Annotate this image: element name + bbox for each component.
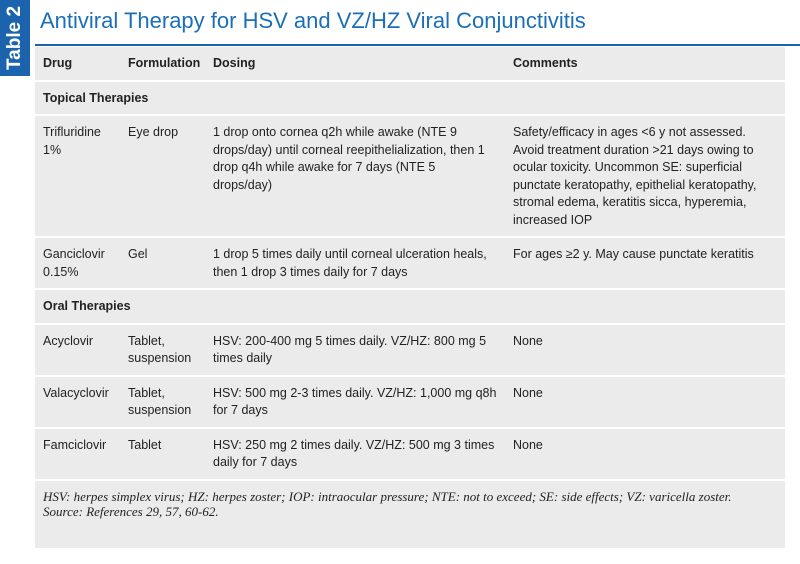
table-label-box: Table 2 bbox=[0, 0, 30, 76]
table-cell: 1 drop onto cornea q2h while awake (NTE … bbox=[205, 115, 505, 238]
table-cell: 1 drop 5 times daily until corneal ulcer… bbox=[205, 237, 505, 290]
table-cell: None bbox=[505, 427, 785, 481]
table-panel: Drug Formulation Dosing Comments Topical The… bbox=[35, 47, 785, 548]
title: Antiviral Therapy for HSV and VZ/HZ Vira… bbox=[40, 8, 586, 33]
section-row: Topical Therapies bbox=[35, 80, 785, 116]
table-row: Famciclovir Tablet HSV: 250 mg 2 times dai… bbox=[35, 427, 785, 481]
table-cell: Famciclovir bbox=[35, 427, 120, 481]
table-cell: Tablet, suspension bbox=[120, 323, 205, 377]
header-row: Drug Formulation Dosing Comments bbox=[35, 47, 785, 82]
table-cell: Tablet, suspension bbox=[120, 375, 205, 429]
table-cell: Eye drop bbox=[120, 115, 205, 238]
footnote-line: Source: References 29, 57, 60-62. bbox=[43, 503, 219, 519]
table-cell: Valacyclovir bbox=[35, 375, 120, 429]
table-cell: HSV: 500 mg 2-3 times daily. VZ/HZ: 1,00… bbox=[205, 375, 505, 429]
table-cell: None bbox=[505, 375, 785, 429]
footnote: HSV: herpes simplex virus; HZ: herpes zo… bbox=[35, 481, 785, 527]
table-cell: Tablet bbox=[120, 427, 205, 481]
title-rule bbox=[35, 44, 800, 46]
table-cell: Trifluridine 1% bbox=[35, 115, 120, 238]
table-cell: HSV: 200-400 mg 5 times daily. VZ/HZ: 80… bbox=[205, 323, 505, 377]
table-row: Acyclovir Tablet, suspension HSV: 200-400 … bbox=[35, 323, 785, 377]
column-header: Dosing bbox=[205, 47, 505, 82]
table-cell: Acyclovir bbox=[35, 323, 120, 377]
column-header: Drug bbox=[35, 47, 120, 82]
table-label: Table 2 bbox=[4, 5, 25, 71]
section-title: Oral Therapies bbox=[35, 289, 785, 325]
table-cell: Safety/efficacy in ages <6 y not assesse… bbox=[505, 115, 785, 238]
table-row: Ganciclovir 0.15% Gel 1 drop 5 times daily… bbox=[35, 237, 785, 290]
column-header: Formulation bbox=[120, 47, 205, 82]
table: Drug Formulation Dosing Comments Topical The… bbox=[35, 47, 785, 481]
table-cell: None bbox=[505, 323, 785, 377]
footnote-line: HSV: herpes simplex virus; HZ: herpes zo… bbox=[43, 488, 732, 504]
section-row: Oral Therapies bbox=[35, 289, 785, 325]
table-cell: HSV: 250 mg 2 times daily. VZ/HZ: 500 mg… bbox=[205, 427, 505, 481]
table-row: Valacyclovir Tablet, suspension HSV: 500 m… bbox=[35, 375, 785, 429]
table-body: Drug Formulation Dosing Comments Topical The… bbox=[35, 47, 785, 481]
table-row: Trifluridine 1% Eye drop 1 drop onto corne… bbox=[35, 115, 785, 238]
table-cell: For ages ≥2 y. May cause punctate kerati… bbox=[505, 237, 785, 290]
column-header: Comments bbox=[505, 47, 785, 82]
table-cell: Gel bbox=[120, 237, 205, 290]
table-cell: Ganciclovir 0.15% bbox=[35, 237, 120, 290]
section-title: Topical Therapies bbox=[35, 80, 785, 116]
